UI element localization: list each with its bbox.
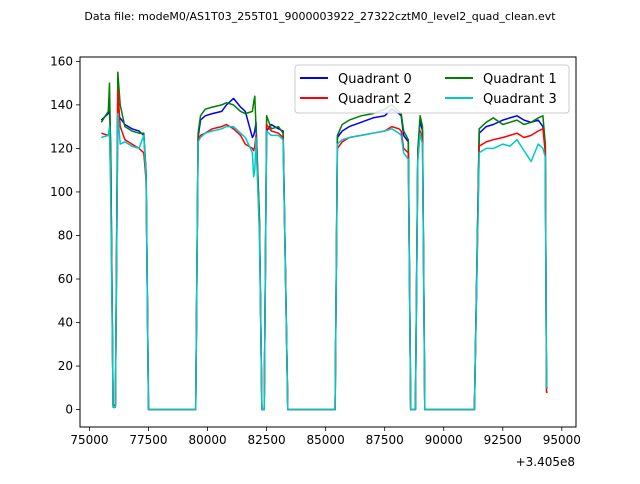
x-offset-label: +3.405e8: [516, 455, 575, 469]
y-tick-label: 20: [58, 359, 73, 373]
y-tick-label: 80: [58, 228, 73, 242]
y-tick-label: 160: [50, 54, 73, 68]
x-tick-label: 82500: [247, 433, 285, 447]
y-tick-label: 120: [50, 141, 73, 155]
x-tick-label: 75000: [70, 433, 108, 447]
x-tick-label: 87500: [366, 433, 404, 447]
legend-label: Quadrant 0: [338, 72, 412, 87]
x-tick-label: 90000: [425, 433, 463, 447]
y-tick-label: 60: [58, 272, 73, 286]
x-tick-label: 92500: [484, 433, 522, 447]
x-axis: 75000 77500 80000 82500 85000 87500 90000 92500…: [70, 427, 581, 447]
axes-frame: [79, 56, 577, 428]
y-tick-label: 100: [50, 185, 73, 199]
y-tick-label: 140: [50, 98, 73, 112]
y-tick-label: 0: [65, 403, 73, 417]
series-line-quadrant-3: [101, 112, 548, 411]
y-tick-label: 40: [58, 316, 73, 330]
legend: Quadrant 0 Quadrant 1 Quadrant 2 Quadrant 3: [294, 64, 570, 114]
x-tick-label: 85000: [307, 433, 345, 447]
legend-label: Quadrant 3: [483, 92, 557, 107]
legend-label: Quadrant 2: [338, 92, 412, 107]
chart-title: Data file: modeM0/AS1T03_255T01_90000039…: [84, 10, 556, 23]
x-tick-label: 95000: [543, 433, 581, 447]
legend-box: [294, 64, 570, 114]
x-tick-label: 80000: [188, 433, 226, 447]
legend-label: Quadrant 1: [483, 72, 557, 87]
y-axis: 0 20 40 60 80 100 120 140 160: [50, 54, 80, 417]
series-layer: [100, 71, 548, 411]
x-tick-label: 77500: [129, 433, 167, 447]
